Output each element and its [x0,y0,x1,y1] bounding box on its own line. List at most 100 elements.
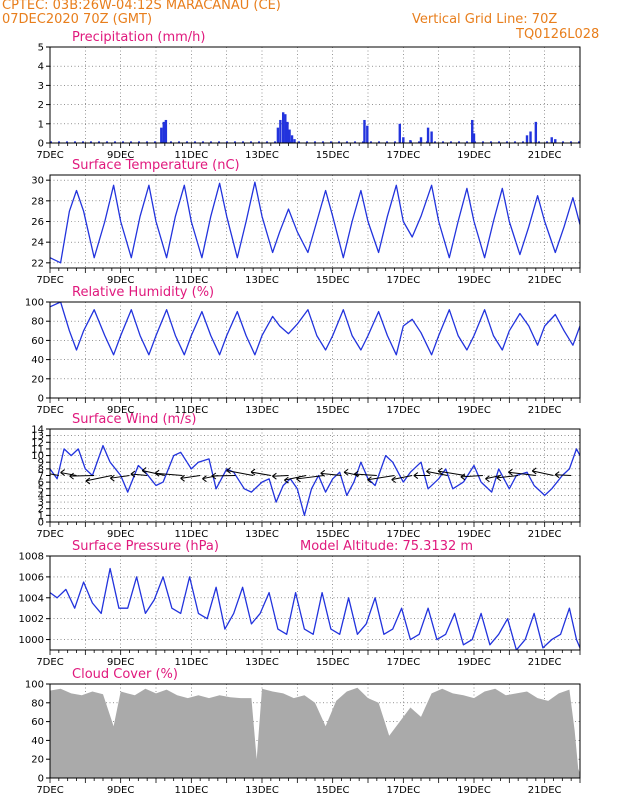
precip-bar [284,114,287,143]
x-tick-label: 15DEC [316,150,350,161]
wind-arrow-head [413,472,419,476]
x-tick-label: 11DEC [174,275,208,286]
y-tick-label: 13 [31,431,44,442]
x-tick-label: 13DEC [245,405,279,416]
precip-bar [164,119,168,143]
x-tick-label: 17DEC [386,785,420,796]
x-tick-label: 21DEC [528,657,562,668]
precip-bar [288,129,291,143]
x-tick-label: 7DEC [36,150,63,161]
y-tick-label: 4 [38,491,44,502]
wind-arrow-head [343,468,349,473]
wind-arrow-head [85,477,91,482]
wind-arrow-head [69,475,74,480]
y-tick-label: 3 [38,498,44,509]
x-tick-label: 9DEC [107,275,134,286]
wind-arrow-head [367,479,372,484]
wind-arrow [343,471,360,476]
wind-arrow-head [296,475,301,480]
x-tick-label: 21DEC [528,150,562,161]
wind-arrow-head [320,472,326,477]
wind-arrow-head [508,468,513,473]
x-tick-label: 17DEC [386,150,420,161]
precip-bar [279,119,282,143]
y-tick-label: 0 [38,774,44,785]
precip-bar [472,133,476,143]
run-code: TQ0126L028 [516,27,600,42]
wind-arrow [438,470,466,476]
wind-arrow-head [202,475,207,480]
wind-arrow-head [296,478,301,483]
y-tick-label: 4 [38,62,44,73]
x-tick-label: 15DEC [316,657,350,668]
wind-arrow [69,475,95,477]
wind-arrow [130,473,148,476]
wind-arrow-head [284,479,289,484]
y-tick-label: 7 [38,471,44,482]
y-tick-label: 5 [38,43,44,54]
x-tick-label: 9DEC [107,405,134,416]
wind-arrow-head [226,467,231,471]
y-tick-label: 80 [31,698,44,709]
panel-frame [49,46,581,144]
panel-frame [49,174,581,269]
wind-arrow-head [154,472,160,477]
date-header: 07DEC2020 70Z (GMT) [2,12,153,27]
precip-bar [554,139,557,143]
wind-arrow-head [250,471,256,476]
wind-arrow [485,475,501,480]
precip-bar [366,125,369,143]
wind-arrow-head [531,470,537,475]
wind-arrow-head [180,474,185,479]
wind-arrow-head [130,473,136,478]
wind-arrow-head [485,475,490,480]
y-tick-label: 10 [31,451,44,462]
wind-arrow-head [250,468,256,473]
precip-bar [525,135,529,143]
x-tick-label: 11DEC [174,405,208,416]
y-tick-label: 20 [31,374,44,385]
station-header: CPTEC: 03B:26W-04:12S MARACANAU (CE) [2,0,281,13]
wind-arrow-head [110,474,115,479]
precip-bar [529,131,532,143]
x-tick-label: 15DEC [316,785,350,796]
panel-title: Precipitation (mm/h) [72,30,205,45]
panel-title: Surface Pressure (hPa) [72,539,219,554]
precip-bar [282,112,285,143]
wind-arrow [391,475,413,481]
wind-arrow [296,475,324,480]
x-tick-label: 9DEC [107,529,134,540]
wind-arrow [60,472,77,476]
y-tick-label: 9 [38,458,44,469]
wind-arrow-head [391,479,396,483]
wind-arrow [496,475,519,479]
x-tick-label: 7DEC [36,529,63,540]
y-tick-label: 100 [25,298,44,309]
precip-bar [276,127,280,143]
wind-arrow-head [141,467,147,471]
precip-bar [363,119,366,143]
y-tick-label: 28 [31,196,44,207]
wind-arrow-head [110,477,115,482]
wind-arrow-head [531,467,537,472]
wind-arrow [555,474,572,476]
x-tick-label: 21DEC [528,275,562,286]
wind-arrow-head [202,478,207,483]
wind-arrow-head [85,480,91,485]
wind-arrow-head [426,470,431,475]
panel-5: 1000 1002 1004 1006 1008 7DEC 9DEC 11DEC 13DEC 15… [19,539,581,668]
wind-vectors [50,467,572,485]
precip-bar [534,121,538,143]
x-tick-label: 19DEC [457,529,491,540]
x-tick-label: 19DEC [457,657,491,668]
y-tick-label: 0 [38,394,44,405]
panel-1: 0 1 2 3 4 5 7DEC 9DEC 11DEC 13DEC 15DEC 17DEC 19DEC 2… [36,30,581,161]
y-tick-label: 80 [31,317,44,328]
series-line [50,302,580,356]
precip-bar [290,135,294,143]
x-tick-label: 9DEC [107,785,134,796]
x-tick-label: 13DEC [245,785,279,796]
wind-arrow-head [367,476,372,481]
wind-arrow-head [437,467,443,472]
